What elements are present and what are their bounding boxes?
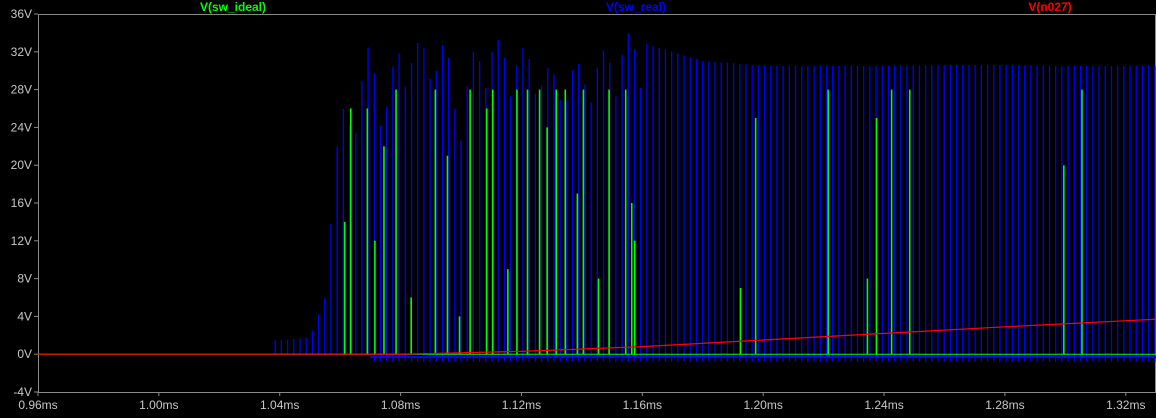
- series-sw-real: [274, 33, 1156, 362]
- x-tick-label: 1.28ms: [985, 398, 1024, 412]
- y-tick-label: 16V: [11, 196, 32, 210]
- series-n027: [38, 318, 1156, 355]
- x-tick-label: 1.16ms: [623, 398, 662, 412]
- y-tick-label: 32V: [11, 45, 32, 59]
- y-tick-label: 24V: [11, 120, 32, 134]
- y-tick-label: 28V: [11, 83, 32, 97]
- x-tick-label: 1.24ms: [864, 398, 903, 412]
- x-tick-label: 0.96ms: [18, 398, 57, 412]
- x-tick-label: 1.08ms: [381, 398, 420, 412]
- x-tick-label: 1.00ms: [139, 398, 178, 412]
- x-tick-label: 1.20ms: [744, 398, 783, 412]
- legend: V(sw_ideal) V(sw_real) V(n027): [200, 0, 1072, 14]
- traces: [38, 33, 1156, 362]
- y-tick-label: 36V: [11, 7, 32, 21]
- y-tick-label: -4V: [13, 385, 32, 399]
- y-tick-label: 20V: [11, 158, 32, 172]
- y-tick-label: 0V: [17, 347, 32, 361]
- legend-entry[interactable]: V(sw_ideal): [200, 0, 266, 14]
- y-tick-label: 12V: [11, 234, 32, 248]
- n027-line: [38, 318, 1156, 355]
- x-axis: 0.96ms 1.00ms 1.04ms 1.08ms 1.12ms 1.16ms 1.20…: [18, 392, 1145, 412]
- legend-entry[interactable]: V(sw_real): [606, 0, 666, 14]
- series-sw-ideal: [38, 89, 1156, 355]
- x-tick-label: 1.04ms: [260, 398, 299, 412]
- x-tick-label: 1.32ms: [1106, 398, 1145, 412]
- y-tick-label: 8V: [17, 272, 32, 286]
- legend-entry[interactable]: V(n027): [1028, 0, 1071, 14]
- y-axis: -4V 0V 4V 8V 12V 16V 20V 24V 28V 32V 36V: [11, 7, 38, 399]
- y-tick-label: 4V: [17, 309, 32, 323]
- x-tick-label: 1.12ms: [502, 398, 541, 412]
